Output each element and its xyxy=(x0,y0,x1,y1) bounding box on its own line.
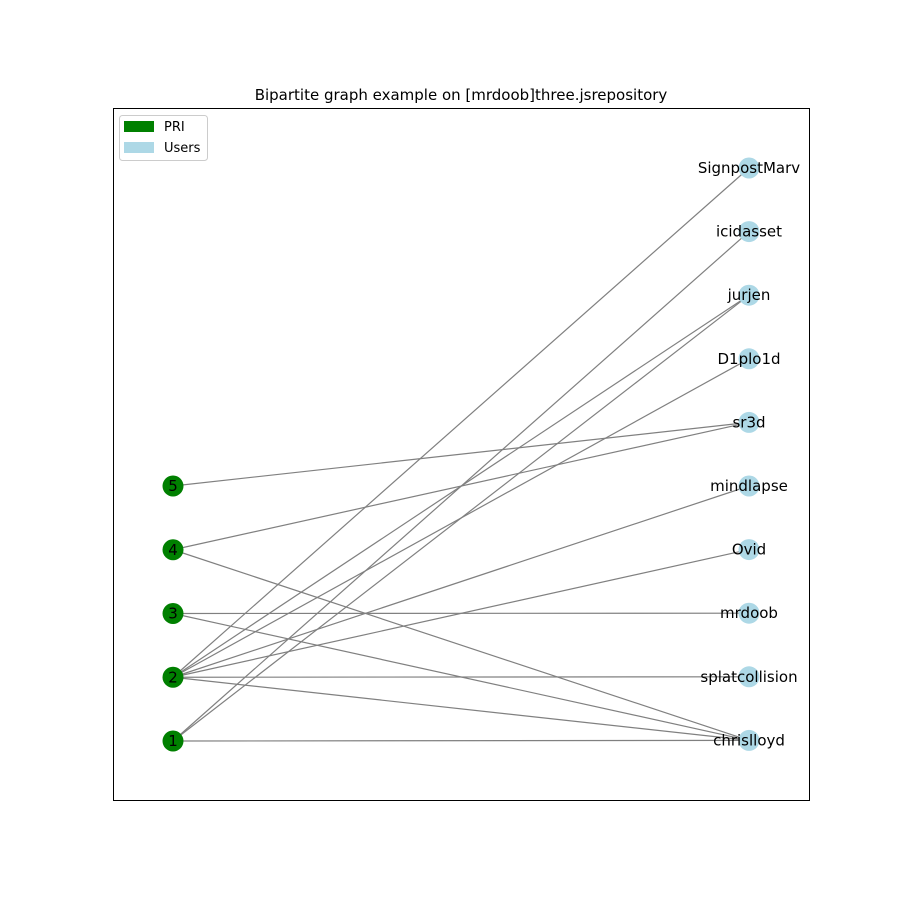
user-node-chrislloyd xyxy=(738,729,760,751)
user-node-label: sr3d xyxy=(732,413,765,431)
user-node-label: Ovid xyxy=(732,541,766,559)
pri-node-label: 3 xyxy=(168,605,178,623)
pri-node-3 xyxy=(162,603,184,624)
user-node-sr3d xyxy=(738,411,760,433)
legend-label-pri: PRI xyxy=(164,120,185,135)
user-node-label: SignpostMarv xyxy=(698,159,800,177)
pri-node-label: 5 xyxy=(168,477,178,495)
edges-layer xyxy=(172,167,750,742)
plot-frame xyxy=(113,108,810,801)
edge-1-icidasset xyxy=(172,231,750,742)
user-node-ovid xyxy=(738,539,760,561)
user-node-label: jurjen xyxy=(727,286,771,304)
edge-2-mindlapse xyxy=(172,485,750,678)
legend-swatch-users xyxy=(124,142,154,153)
user-node-label: mindlapse xyxy=(710,477,788,495)
user-node-jurjen xyxy=(738,284,760,306)
pri-node-5 xyxy=(162,475,184,497)
edge-1-chrislloyd xyxy=(172,739,750,742)
edge-2-chrislloyd xyxy=(172,676,750,741)
pri-node-2 xyxy=(162,666,184,688)
edge-4-chrislloyd xyxy=(172,549,750,741)
user-node-label: D1plo1d xyxy=(717,350,780,368)
user-node-label: icidasset xyxy=(716,223,782,241)
nodes-layer: 5 4 3 2 1 SignpostMarv icidasset jurjen D1plo1d s… xyxy=(162,157,800,752)
user-node-splatcollision xyxy=(738,666,760,688)
edge-1-jurjen xyxy=(172,294,750,742)
user-node-label: splatcollision xyxy=(700,668,797,686)
edge-2-signpostmarv xyxy=(172,167,750,678)
pri-node-4 xyxy=(162,539,184,561)
pri-node-label: 1 xyxy=(168,732,178,750)
edge-5-sr3d xyxy=(172,421,750,487)
user-node-signpostmarv xyxy=(738,157,760,179)
user-node-label: mrdoob xyxy=(720,604,778,622)
pri-node-label: 2 xyxy=(168,668,178,686)
user-node-icidasset xyxy=(738,221,760,243)
pri-node-label: 4 xyxy=(168,541,178,559)
legend: PRI Users xyxy=(119,115,208,161)
user-node-mindlapse xyxy=(738,475,760,497)
pri-node-1 xyxy=(162,730,184,752)
chart-title: Bipartite graph example on [mrdoob]three… xyxy=(255,86,668,104)
user-node-label: chrislloyd xyxy=(713,731,785,749)
legend-swatch-pri xyxy=(124,121,154,132)
user-node-d1plo1d xyxy=(738,348,760,370)
user-node-mrdoob xyxy=(738,602,760,624)
legend-label-users: Users xyxy=(164,141,201,156)
